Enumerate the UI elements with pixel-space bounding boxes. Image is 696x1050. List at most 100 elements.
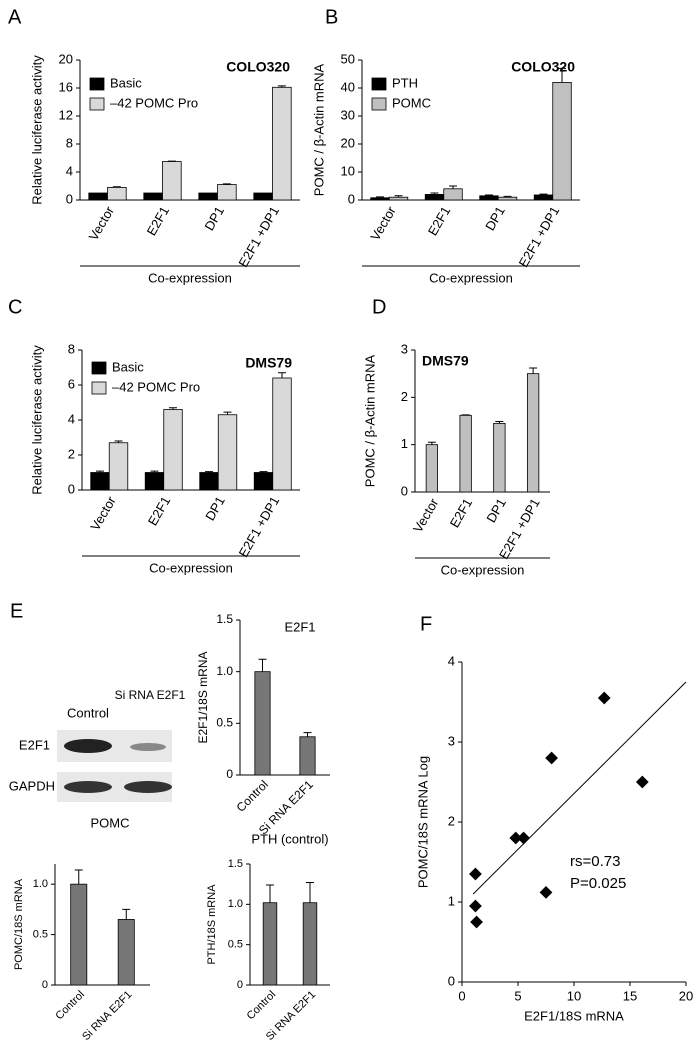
blot-row-label: GAPDH <box>9 778 55 793</box>
y-tick-label: 1 <box>448 893 455 908</box>
panel-letter: B <box>325 6 338 28</box>
x-tick-label: E2F1 +DP1 <box>516 204 563 270</box>
y-axis-label: POMC / β-Actin mRNA <box>362 354 377 487</box>
blot-band <box>130 743 166 751</box>
chart-title: DMS79 <box>422 353 469 369</box>
bar <box>299 736 316 776</box>
legend-label: POMC <box>392 95 431 110</box>
y-tick-label: 0.5 <box>216 716 233 730</box>
chart-title: PTH (control) <box>251 831 328 846</box>
x-tick-label: Vector <box>367 203 399 243</box>
error-bar <box>223 411 232 415</box>
bar <box>162 161 182 201</box>
x-tick-label: DP1 <box>482 204 508 233</box>
bar <box>143 192 163 201</box>
y-tick-label: 4 <box>68 411 75 426</box>
annotation: P=0.025 <box>570 875 626 892</box>
chart-title: E2F1 <box>284 619 315 634</box>
bar <box>217 414 238 491</box>
y-tick-label: 0 <box>68 481 75 496</box>
y-tick-label: 6 <box>68 376 75 391</box>
y-tick-label: 2 <box>401 389 408 404</box>
bar <box>493 422 506 493</box>
legend-swatch <box>89 77 105 91</box>
y-tick-label: 0 <box>226 767 233 781</box>
y-tick-label: 10 <box>341 163 355 178</box>
legend-label: Basic <box>110 75 142 90</box>
x-tick-label: Control <box>234 777 271 814</box>
error-bar <box>266 884 274 903</box>
error-bar <box>449 185 458 189</box>
error-bar <box>529 367 538 374</box>
x-tick-label: 5 <box>514 988 521 1003</box>
bar <box>302 902 318 986</box>
x-tick-label: DP1 <box>483 496 509 525</box>
y-tick-label: 1 <box>401 436 408 451</box>
y-tick-label: 20 <box>341 135 355 150</box>
scatter-point <box>539 886 553 899</box>
y-tick-label: 50 <box>341 51 355 66</box>
error-bar <box>277 85 286 88</box>
blot-row-label: E2F1 <box>19 737 50 752</box>
error-bar <box>427 441 436 445</box>
x-tick-label: E2F1 <box>447 496 476 530</box>
panel-letter: D <box>372 296 386 318</box>
y-axis-label: POMC / β-Actin mRNA <box>311 63 326 196</box>
scatter-point <box>469 899 482 913</box>
x-tick-label: Vector <box>87 493 119 533</box>
annotation: rs=0.73 <box>570 853 620 870</box>
x-tick-label: 10 <box>567 988 581 1003</box>
y-tick-label: 2 <box>68 446 75 461</box>
y-tick-label: 1.0 <box>33 878 48 890</box>
x-axis-label: Co-expression <box>149 560 233 575</box>
bar <box>479 195 499 201</box>
blot-band <box>124 781 172 793</box>
error-bar <box>222 183 231 185</box>
scatter-point <box>545 751 558 765</box>
bar <box>253 192 273 201</box>
x-tick-label: Control <box>53 989 87 1023</box>
legend-swatch <box>91 381 107 395</box>
bar <box>199 472 219 491</box>
y-tick-label: 0 <box>401 483 408 498</box>
y-tick-label: 30 <box>341 107 355 122</box>
error-bar <box>169 407 178 410</box>
y-tick-label: 0 <box>66 191 73 206</box>
bar <box>144 472 165 491</box>
x-axis-label: Co-expression <box>148 270 232 285</box>
error-bar <box>430 192 439 195</box>
panel-letter: F <box>420 613 432 635</box>
bar <box>388 196 409 201</box>
y-tick-label: 1.0 <box>228 898 243 910</box>
western-blot: Control Si RNA E2F1 E2F1 GAPDH <box>9 688 186 802</box>
y-tick-label: 3 <box>401 341 408 356</box>
y-axis-label: E2F1/18S mRNA <box>196 651 210 743</box>
bar <box>262 902 278 986</box>
panel-letter: C <box>8 296 22 318</box>
bar <box>88 192 108 201</box>
legend-label: Basic <box>112 359 144 374</box>
error-bar <box>204 471 213 473</box>
y-tick-label: 8 <box>66 135 73 150</box>
error-bar <box>95 470 104 473</box>
x-tick-label: 0 <box>458 988 465 1003</box>
y-axis-label: POMC/18S mRNA Log <box>415 756 430 888</box>
error-bar <box>303 732 312 737</box>
bar <box>526 373 540 493</box>
y-axis-label: POMC/18S mRNA <box>13 878 25 970</box>
x-tick-label: Vector <box>410 495 442 535</box>
y-tick-label: 0 <box>448 973 455 988</box>
error-bar <box>258 658 267 672</box>
y-tick-label: 1.5 <box>228 858 243 870</box>
y-tick-label: 20 <box>59 51 73 66</box>
error-bar <box>306 882 314 903</box>
legend-label: –42 POMC Pro <box>110 95 198 110</box>
bar <box>459 414 472 493</box>
error-bar <box>539 193 548 195</box>
bar <box>424 193 445 201</box>
x-tick-label: Si RNA E2F1 <box>80 989 134 1043</box>
scatter-point <box>597 691 611 705</box>
error-bar <box>259 471 268 473</box>
error-bar <box>112 186 121 188</box>
x-tick-label: E2F1 <box>145 494 174 528</box>
